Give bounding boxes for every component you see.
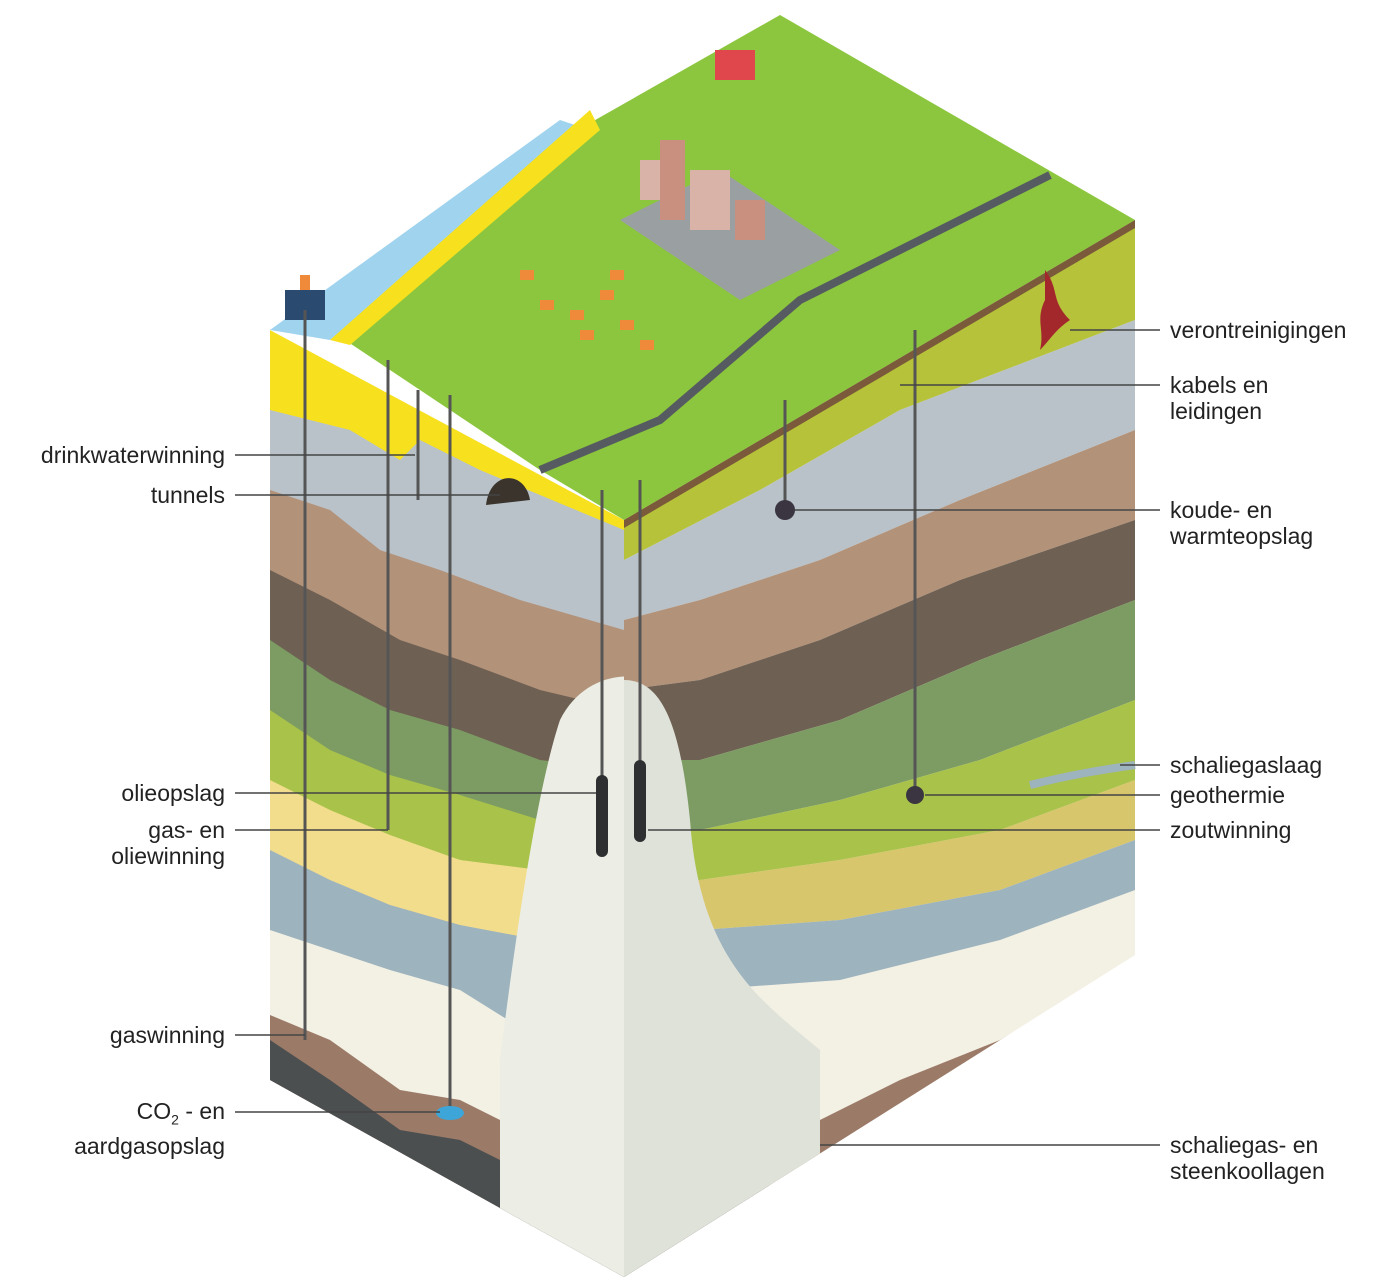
yellow-layer-right <box>624 780 1135 930</box>
label-koude-en-warmteopslag: koude- en warmteopslag <box>1170 497 1314 549</box>
label-gas-en-oliewinning: gas- en oliewinning <box>111 817 225 869</box>
blue-grey-layer-right <box>624 840 1135 1000</box>
label-verontreinigingen: verontreinigingen <box>1170 317 1347 343</box>
geothermal-marker <box>906 786 924 804</box>
dark-brown-layer-right <box>624 520 1135 760</box>
clay-layer-right <box>624 320 1135 620</box>
houses <box>520 270 654 350</box>
salt-dome <box>500 676 624 1277</box>
dark-brown-layer-left <box>270 570 624 780</box>
label-geothermie: geothermie <box>1170 782 1286 808</box>
green-layer-left <box>270 640 624 840</box>
label-drinkwaterwinning: drinkwaterwinning <box>40 442 225 468</box>
thermal-storage-marker <box>775 500 795 520</box>
green-layer-right <box>624 600 1135 830</box>
label-kabels-en-leidingen: kabels en leidingen <box>1170 372 1269 424</box>
leader-lines <box>235 329 1160 1146</box>
sea <box>270 120 590 340</box>
shale-gas-streak <box>1029 761 1136 789</box>
co2-storage-marker <box>436 1106 464 1120</box>
label-schaliegas-en-steenkoollagen: schaliegas- en steenkoollagen <box>1170 1132 1325 1184</box>
oil-storage-cavern <box>596 775 608 857</box>
label-co2-en-aardgasopslag: CO2 - en aardgasopslag <box>74 1098 225 1159</box>
label-zoutwinning: zoutwinning <box>1170 817 1292 843</box>
label-tunnels: tunnels <box>150 482 225 508</box>
label-olieopslag: olieopslag <box>121 780 225 806</box>
wells <box>303 310 917 1110</box>
pollution-plume <box>1040 270 1070 350</box>
top-edge-right <box>624 220 1135 528</box>
lime-layer-right <box>624 700 1135 880</box>
lime-top-right <box>624 220 1135 560</box>
label-schaliegaslaag: schaliegaslaag <box>1170 752 1323 778</box>
tunnel <box>486 478 530 505</box>
salt-cavern <box>634 760 646 842</box>
beach <box>330 110 600 345</box>
clay-layer-left <box>270 410 624 640</box>
power-plant-icon <box>715 50 755 80</box>
road <box>538 171 1052 474</box>
brown-layer-left <box>270 490 624 720</box>
label-gaswinning: gaswinning <box>109 1022 225 1048</box>
brown-layer-right <box>624 430 1135 690</box>
city <box>620 140 840 300</box>
